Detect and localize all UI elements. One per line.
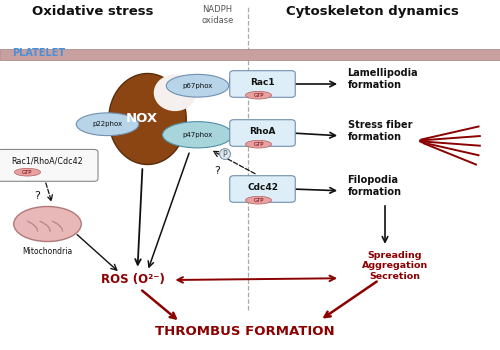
Text: p22phox: p22phox: [92, 121, 122, 127]
Text: ?: ?: [214, 167, 220, 176]
Text: GTP: GTP: [254, 198, 264, 203]
Text: Stress fiber
formation: Stress fiber formation: [348, 120, 412, 142]
Text: P: P: [222, 149, 228, 159]
Text: NOX: NOX: [126, 112, 158, 126]
FancyBboxPatch shape: [230, 71, 295, 97]
Text: p47phox: p47phox: [182, 132, 212, 138]
FancyBboxPatch shape: [0, 149, 98, 181]
Ellipse shape: [162, 122, 232, 148]
Text: Spreading
Aggregation
Secretion: Spreading Aggregation Secretion: [362, 251, 428, 281]
Text: GTP: GTP: [22, 170, 33, 175]
Bar: [0, 49, 500, 60]
Text: Cytoskeleton dynamics: Cytoskeleton dynamics: [286, 5, 459, 18]
FancyBboxPatch shape: [230, 176, 295, 202]
Text: Mitochondria: Mitochondria: [22, 247, 72, 256]
Text: GTP: GTP: [254, 93, 264, 98]
FancyBboxPatch shape: [230, 120, 295, 146]
Ellipse shape: [14, 206, 81, 242]
Text: NADPH
oxidase: NADPH oxidase: [202, 5, 234, 25]
Text: PLATELET: PLATELET: [12, 48, 66, 57]
Text: THROMBUS FORMATION: THROMBUS FORMATION: [155, 325, 335, 338]
Text: Rac1/RhoA/Cdc42: Rac1/RhoA/Cdc42: [12, 156, 84, 166]
Text: RhoA: RhoA: [249, 127, 276, 136]
Text: Cdc42: Cdc42: [247, 183, 278, 192]
Text: ROS (O²⁻): ROS (O²⁻): [100, 273, 164, 287]
Ellipse shape: [246, 140, 272, 148]
Text: Oxidative stress: Oxidative stress: [32, 5, 153, 18]
Ellipse shape: [154, 75, 196, 111]
Ellipse shape: [76, 113, 139, 135]
Text: p67phox: p67phox: [182, 83, 212, 89]
Text: Rac1: Rac1: [250, 78, 275, 87]
Ellipse shape: [246, 91, 272, 99]
Text: Lamellipodia
formation: Lamellipodia formation: [348, 68, 418, 90]
Text: Filopodia
formation: Filopodia formation: [348, 175, 402, 197]
Text: ?: ?: [34, 191, 40, 201]
Ellipse shape: [109, 74, 186, 164]
Text: GTP: GTP: [254, 142, 264, 147]
Ellipse shape: [166, 75, 229, 97]
Ellipse shape: [246, 196, 272, 204]
Ellipse shape: [14, 168, 40, 176]
